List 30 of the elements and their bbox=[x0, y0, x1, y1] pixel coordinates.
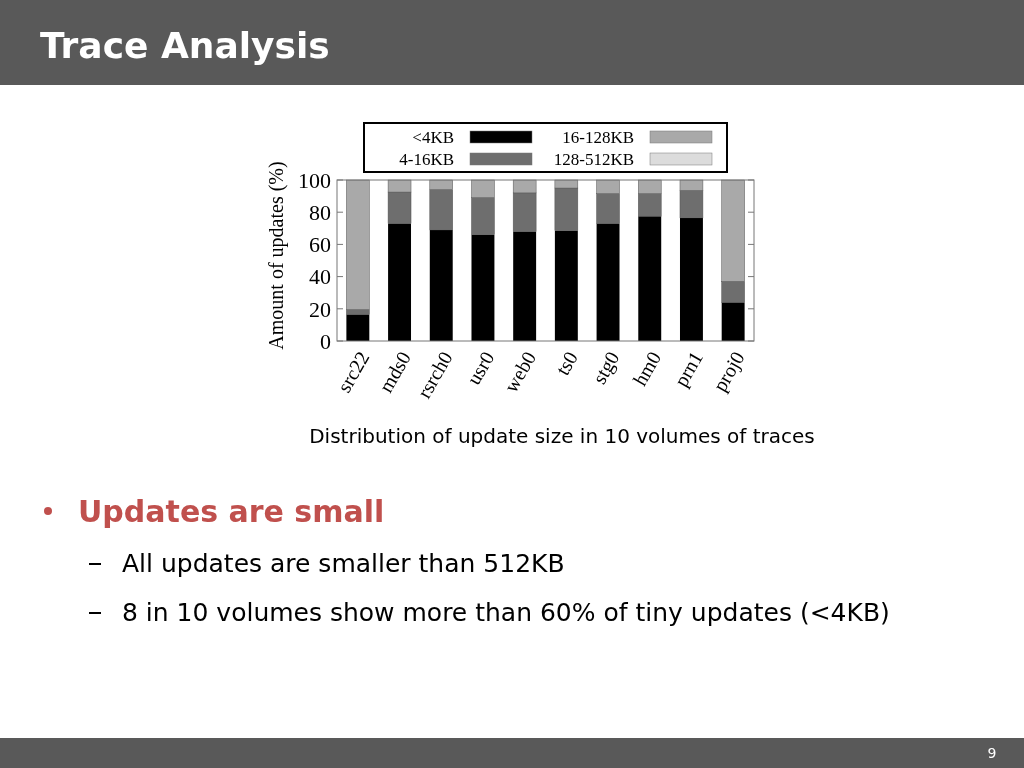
chart-title: Trace Analysis bbox=[40, 25, 330, 66]
bar bbox=[346, 314, 370, 341]
text: 8 in 10 volumes show more than 60% of tiny updates (<4KB) bbox=[122, 598, 890, 627]
bar bbox=[471, 234, 495, 341]
bar bbox=[388, 223, 412, 341]
y-tick-label: 0 bbox=[320, 328, 331, 354]
y-axis-title: Amount of updates (%) bbox=[265, 161, 288, 350]
text: Distribution of update size in 10 volumes of traces bbox=[309, 424, 815, 448]
legend-label: 16-128KB bbox=[562, 127, 634, 147]
bar bbox=[429, 229, 453, 341]
x-tick-label: stg0 bbox=[587, 347, 625, 388]
legend-label: 128-512KB bbox=[553, 149, 634, 169]
text: All updates are smaller than 512KB bbox=[122, 549, 565, 578]
legend-label: 4-16KB bbox=[399, 149, 454, 169]
bar bbox=[638, 216, 662, 341]
bar bbox=[721, 302, 745, 341]
bar bbox=[596, 223, 620, 341]
y-tick-label: 20 bbox=[309, 296, 331, 322]
text: 9 bbox=[987, 745, 997, 761]
y-tick-label: 60 bbox=[309, 232, 331, 258]
bar bbox=[679, 217, 703, 341]
x-tick-label: ts0 bbox=[551, 347, 582, 379]
y-tick-label: 100 bbox=[298, 167, 331, 193]
x-tick-label: usr0 bbox=[462, 347, 499, 389]
y-tick-label: 80 bbox=[309, 199, 331, 225]
bar bbox=[513, 231, 537, 341]
bar bbox=[554, 230, 578, 341]
text: Updates are small bbox=[78, 494, 385, 529]
legend-label: <4KB bbox=[412, 127, 454, 147]
y-tick-label: 40 bbox=[309, 264, 331, 290]
